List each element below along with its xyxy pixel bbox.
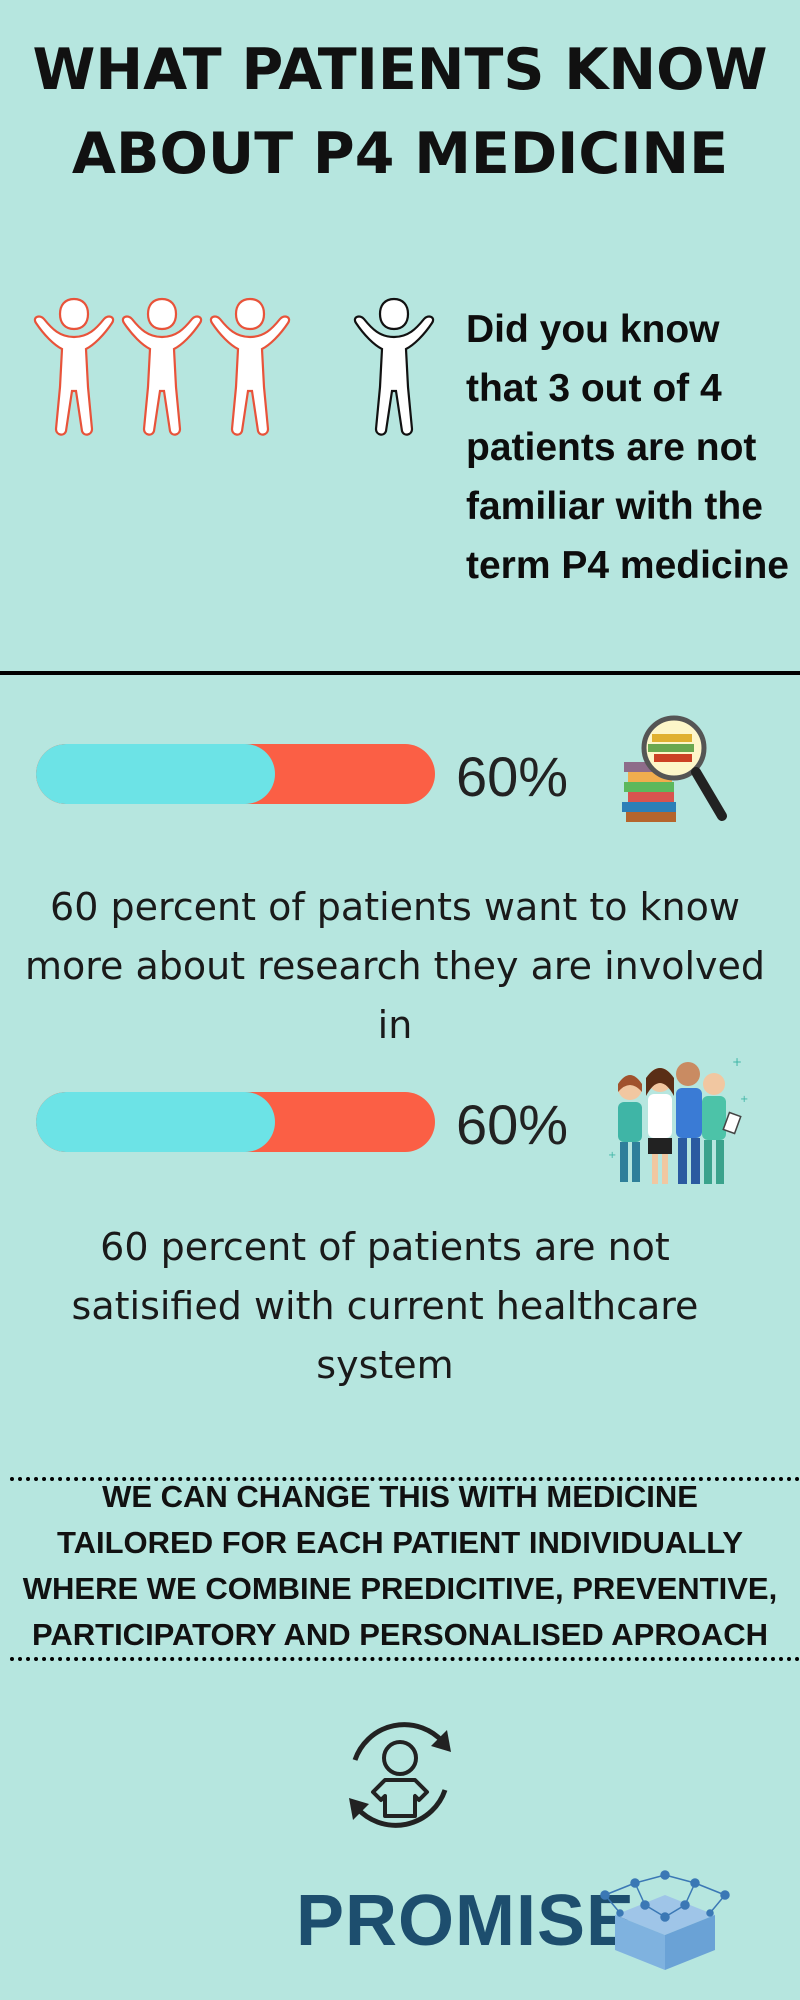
dotted-divider-top — [10, 1477, 800, 1481]
percent-label-satisfaction: 60% — [456, 1093, 569, 1156]
books-magnifier-icon — [618, 712, 728, 836]
svg-text:+: + — [732, 1055, 742, 1069]
dotted-divider-bottom — [10, 1657, 800, 1661]
promise-logo-text: PROMISE — [296, 1881, 636, 1961]
section-divider — [0, 671, 800, 675]
svg-text:+: + — [740, 1094, 748, 1105]
people-figures — [30, 295, 440, 444]
patient-cycle-icon — [325, 1700, 475, 1854]
cta-line-4: PARTICIPATORY AND PERSONALISED APROACH — [31, 1617, 769, 1652]
progress-bar-fill — [36, 744, 276, 804]
progress-bar-satisfaction — [36, 1092, 435, 1152]
title-line-2: ABOUT P4 MEDICINE — [71, 121, 729, 187]
progress-bar-research — [36, 744, 435, 804]
intro-question: Did you know that 3 out of 4 patients ar… — [466, 308, 789, 587]
stat-text-research: 60 percent of patients want to know more… — [24, 885, 766, 1047]
progress-bar-fill — [36, 1092, 276, 1152]
people-svg — [33, 297, 435, 436]
page-title: WHAT PATIENTS KNOW ABOUT P4 MEDICINE — [0, 28, 800, 196]
person-icon-2 — [121, 297, 203, 436]
cta-line-3: WHERE WE COMBINE PREDICITIVE, PREVENTIVE… — [22, 1571, 778, 1606]
network-cube-icon — [585, 1865, 745, 1979]
person-icon-3 — [209, 297, 291, 436]
person-icon-1 — [33, 297, 115, 436]
cta-line-1: WE CAN CHANGE THIS WITH MEDICINE — [102, 1479, 698, 1514]
stat-text-satisfaction: 60 percent of patients are not satisifie… — [71, 1225, 699, 1387]
title-line-1: WHAT PATIENTS KNOW — [32, 37, 768, 103]
cta-line-2: TAILORED FOR EACH PATIENT INDIVIDUALLY — [56, 1525, 744, 1560]
call-to-action: WE CAN CHANGE THIS WITH MEDICINE TAILORE… — [0, 1474, 800, 1658]
percent-label-research: 60% — [456, 745, 569, 808]
person-icon-4 — [353, 297, 435, 436]
svg-text:+: + — [608, 1150, 616, 1161]
healthcare-team-icon: + + + — [600, 1048, 750, 1192]
